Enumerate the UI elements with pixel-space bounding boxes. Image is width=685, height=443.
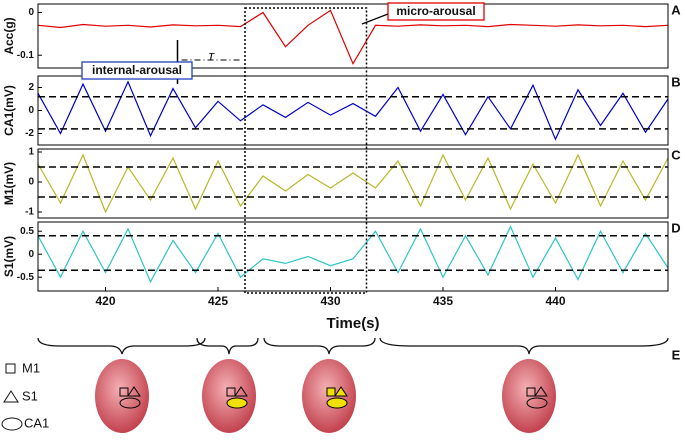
brace [196,337,259,355]
annotation-arrow [361,13,389,25]
annotation-box [81,61,193,80]
tau-label: τ [209,48,215,64]
y-tick-label: -1 [25,207,34,218]
y-tick-label: 1 [28,147,34,158]
legend-triangle [3,390,19,403]
y-tick-label: 0 [28,249,34,260]
legend-label: CA1 [24,415,49,430]
panel-label: E [672,347,681,362]
panel-label: C [671,147,681,162]
brace [37,337,206,355]
y-axis-label: S1(mV) [2,236,16,277]
panel-frame [37,75,669,146]
signal-line [37,9,669,66]
signal-line [37,225,669,284]
brain [502,359,556,433]
x-tick-label: 425 [208,294,228,308]
annotation: internal-arousal [92,63,182,77]
y-axis-label: M1(mV) [2,162,16,205]
brace [263,337,376,355]
y-tick-label: 2 [28,82,34,93]
brain [202,359,256,433]
y-tick-label: -2 [25,128,34,139]
braces [37,337,669,355]
x-tick-label: 430 [320,294,340,308]
signal-line [37,153,669,214]
x-tick-label: 420 [95,294,115,308]
y-tick-label: 0 [28,105,34,116]
panel-frame [37,3,669,69]
brain-legend: M1 S1 CA1 [1,360,49,431]
x-tick-label: 435 [433,294,453,308]
legend-label: S1 [22,388,38,403]
x-axis-label: Time(s) [326,315,379,332]
annotation-box [387,2,485,21]
y-axis-label: Acc(g) [2,17,16,54]
brain [302,359,356,433]
brains [95,359,556,433]
y-tick-label: 0.5 [20,226,34,237]
legend-ellipse [1,417,23,431]
panel-label: D [671,220,680,235]
y-tick-label: -0.1 [17,50,35,61]
panel-frame [37,221,669,292]
arousal-span [244,7,368,294]
panel-label: A [671,2,681,17]
brace [379,337,669,355]
panel-frame [37,148,669,219]
annotation: micro-arousal [396,4,475,18]
signal-line [37,80,669,141]
y-tick-label: -0.5 [17,272,35,283]
brain [95,359,149,433]
y-axis-label: CA1(mV) [2,85,16,136]
y-tick-label: 0 [28,177,34,188]
y-tick-label: 0 [28,7,34,18]
panel-label: B [671,74,680,89]
legend-label: M1 [22,360,40,375]
x-tick-label: 440 [545,294,565,308]
legend-square [5,363,16,374]
